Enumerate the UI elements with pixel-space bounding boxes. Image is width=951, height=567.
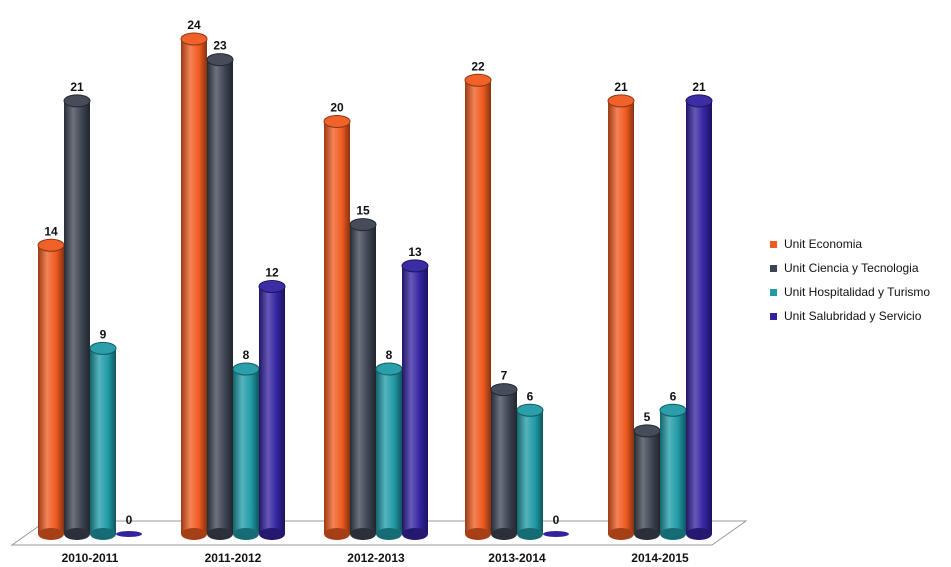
bar-top-2-2 xyxy=(375,362,403,376)
legend-label-hospitalidad: Unit Hospitalidad y Turismo xyxy=(784,285,931,299)
value-label-1-1: 23 xyxy=(213,39,227,53)
bar-bottom-2-0 xyxy=(90,528,116,540)
value-label-3-4: 21 xyxy=(692,80,706,94)
value-label-2-1: 8 xyxy=(243,348,250,362)
value-label-2-4: 6 xyxy=(670,389,677,403)
value-label-0-2: 20 xyxy=(330,101,344,115)
bar-bottom-2-3 xyxy=(517,528,543,540)
bar-bottom-1-1 xyxy=(207,528,233,540)
legend-swatch-hospitalidad xyxy=(770,288,777,296)
value-label-1-3: 7 xyxy=(501,369,508,383)
legend-label-economia: Unit Economia xyxy=(784,237,863,251)
bar-2-1 xyxy=(233,369,259,534)
bar-top-1-1 xyxy=(206,53,234,67)
value-label-1-0: 21 xyxy=(70,80,84,94)
bar-0-4 xyxy=(608,100,634,534)
legend-item-salubridad: Unit Salubridad y Servicio xyxy=(770,304,930,328)
legend-item-hospitalidad: Unit Hospitalidad y Turismo xyxy=(770,280,930,304)
bar-top-0-3 xyxy=(464,73,492,87)
bar-2-2 xyxy=(376,369,402,534)
bar-1-0 xyxy=(64,100,90,534)
value-label-2-2: 8 xyxy=(386,348,393,362)
chart-legend: Unit Economia Unit Ciencia y Tecnologia … xyxy=(770,232,930,328)
category-label-3: 2013-2014 xyxy=(488,551,546,565)
bar-3-1 xyxy=(259,286,285,534)
bar-top-0-0 xyxy=(37,238,65,252)
bar-bottom-2-2 xyxy=(376,528,402,540)
bar-top-1-2 xyxy=(349,218,377,232)
bar-bottom-0-0 xyxy=(38,528,64,540)
bar-bottom-1-0 xyxy=(64,528,90,540)
bar-0-1 xyxy=(181,39,207,534)
bar-3-3 xyxy=(543,531,569,537)
bar-2-4 xyxy=(660,410,686,534)
category-label-0: 2010-2011 xyxy=(62,551,119,565)
bar-top-2-0 xyxy=(89,341,117,355)
bar-bottom-0-4 xyxy=(608,528,634,540)
bar-bottom-3-1 xyxy=(259,528,285,540)
bar-3-4 xyxy=(686,100,712,534)
value-label-2-3: 6 xyxy=(527,389,534,403)
bar-1-2 xyxy=(350,224,376,534)
bar-bottom-2-1 xyxy=(233,528,259,540)
legend-swatch-economia xyxy=(770,240,777,248)
bar-top-0-4 xyxy=(607,94,635,108)
category-label-2: 2012-2013 xyxy=(347,551,405,565)
bar-top-1-3 xyxy=(490,383,518,397)
category-label-4: 2014-2015 xyxy=(631,551,689,565)
bar-0-2 xyxy=(324,121,350,534)
value-label-1-4: 5 xyxy=(644,410,651,424)
bar-bottom-3-4 xyxy=(686,528,712,540)
category-label-1: 2011-2012 xyxy=(205,551,262,565)
bar-top-3-4 xyxy=(685,94,713,108)
bar-top-2-4 xyxy=(659,403,687,417)
legend-item-economia: Unit Economia xyxy=(770,232,930,256)
value-label-3-1: 12 xyxy=(265,266,279,280)
bar-bottom-1-4 xyxy=(634,528,660,540)
value-label-3-2: 13 xyxy=(408,245,422,259)
value-label-1-2: 15 xyxy=(356,204,370,218)
value-label-0-1: 24 xyxy=(187,18,201,32)
bar-top-0-2 xyxy=(323,115,351,128)
bar-top-2-1 xyxy=(232,362,260,376)
bar-bottom-0-1 xyxy=(181,528,207,540)
bar-1-4 xyxy=(634,430,660,534)
bar-top-2-3 xyxy=(516,403,544,417)
bar-bottom-1-2 xyxy=(350,528,376,540)
value-label-3-0: 0 xyxy=(126,513,133,527)
value-label-0-4: 21 xyxy=(614,80,628,94)
bar-1-1 xyxy=(207,59,233,534)
bar-bottom-3-2 xyxy=(402,528,428,540)
bar-top-1-4 xyxy=(633,424,661,438)
legend-swatch-salubridad xyxy=(770,312,777,320)
value-label-2-0: 9 xyxy=(100,327,107,341)
value-label-0-0: 14 xyxy=(44,224,58,238)
bar-bottom-1-3 xyxy=(491,528,517,540)
bar-3-2 xyxy=(402,265,428,534)
bar-top-3-2 xyxy=(401,259,429,273)
bar-2-0 xyxy=(90,348,116,534)
bar-top-1-0 xyxy=(63,94,91,108)
bar-bottom-0-2 xyxy=(324,528,350,540)
legend-swatch-ciencia xyxy=(770,264,777,272)
bar-bottom-2-4 xyxy=(660,528,686,540)
bar-0-3 xyxy=(465,80,491,534)
legend-label-salubridad: Unit Salubridad y Servicio xyxy=(784,309,922,323)
bar-bottom-0-3 xyxy=(465,528,491,540)
bar-top-3-1 xyxy=(258,280,286,293)
bar-top-0-1 xyxy=(180,32,208,46)
bar-2-3 xyxy=(517,410,543,534)
value-label-3-3: 0 xyxy=(553,513,560,527)
legend-label-ciencia: Unit Ciencia y Tecnologia xyxy=(784,261,919,275)
value-label-0-3: 22 xyxy=(471,59,485,73)
legend-item-ciencia: Unit Ciencia y Tecnologia xyxy=(770,256,930,280)
bar-0-0 xyxy=(38,245,64,534)
bar-3-0 xyxy=(116,531,142,537)
bar-1-3 xyxy=(491,389,517,534)
